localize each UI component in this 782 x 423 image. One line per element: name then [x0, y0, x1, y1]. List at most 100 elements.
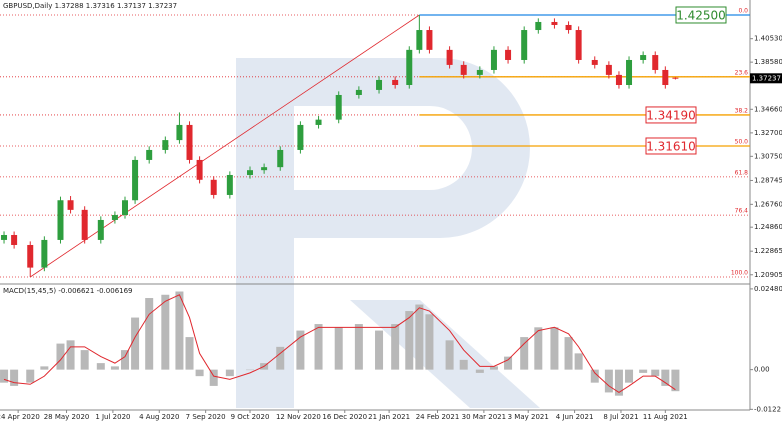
- y-tick-label: 1.32700: [754, 129, 782, 137]
- candle-body: [476, 69, 483, 75]
- candle-body: [67, 200, 74, 210]
- candle-body: [662, 69, 669, 86]
- candle-body: [551, 21, 558, 25]
- candle-body: [392, 79, 399, 86]
- watermark-stem: [236, 58, 294, 408]
- current-price-box: [750, 73, 782, 84]
- candle: [355, 86, 362, 99]
- candle-body: [1, 235, 8, 240]
- x-tick-label: 9 Oct 2020: [231, 413, 270, 421]
- macd-title: MACD(15,45,5): [3, 287, 56, 295]
- macd-bar: [161, 294, 170, 370]
- candle-body: [11, 235, 18, 245]
- candle: [196, 156, 203, 184]
- fib-level-name: 38.2: [735, 107, 749, 114]
- candle: [186, 121, 193, 164]
- macd-bar: [246, 369, 254, 371]
- macd-bar: [66, 340, 75, 370]
- candle-body: [505, 49, 512, 60]
- candle: [490, 46, 497, 74]
- candle-body: [640, 55, 647, 60]
- macd-bar: [614, 369, 623, 396]
- candle-body: [652, 55, 659, 70]
- macd-bar: [334, 327, 343, 370]
- candle: [652, 51, 659, 74]
- candle: [1, 231, 8, 244]
- candle: [226, 171, 233, 199]
- candle: [406, 46, 413, 89]
- candle: [535, 18, 542, 34]
- candle-body: [626, 59, 633, 86]
- candle-body: [97, 219, 104, 240]
- x-tick-label: 3 May 2021: [508, 413, 549, 421]
- macd-bar: [534, 327, 543, 370]
- candle-body: [176, 124, 183, 141]
- macd-bar: [504, 356, 513, 370]
- fib-price-label: 1.31610: [646, 139, 696, 153]
- macd-bar: [475, 369, 484, 373]
- y-tick-label: 1.38580: [754, 58, 782, 66]
- candle: [615, 71, 622, 89]
- candle: [132, 156, 139, 204]
- macd-bar: [175, 291, 184, 370]
- candle: [41, 236, 48, 272]
- candle-body: [196, 159, 203, 180]
- candle-body: [521, 30, 528, 60]
- candle: [446, 46, 453, 69]
- symbol: GBPUSD,Daily: [3, 2, 52, 10]
- candle-body: [565, 24, 572, 31]
- y-tick-label: 1.22865: [754, 247, 782, 255]
- x-tick-label: 7 Sep 2020: [186, 413, 226, 421]
- candle: [376, 76, 383, 94]
- candle-body: [122, 200, 128, 216]
- candle: [335, 91, 342, 124]
- macd-bar: [276, 346, 285, 370]
- fib-level-name: 0.0: [738, 7, 748, 14]
- fib-level-name: 50.0: [735, 138, 749, 145]
- macd-bar: [391, 324, 400, 370]
- candle: [460, 61, 467, 79]
- macd-bar: [296, 330, 305, 370]
- fib-price-box: [645, 106, 697, 124]
- candle-body: [535, 21, 542, 31]
- candle: [551, 18, 558, 29]
- y-tick-label: 1.24860: [754, 223, 782, 231]
- x-tick-label: 4 Aug 2020: [139, 413, 179, 421]
- x-tick-label: 11 Aug 2021: [643, 413, 688, 421]
- chart-header: GBPUSD,Daily 1.37288 1.37316 1.37137 1.3…: [3, 2, 177, 10]
- candle-body: [162, 140, 169, 150]
- candle-body: [27, 244, 34, 268]
- y-tick-label: 1.28745: [754, 176, 782, 184]
- current-price-label: 1.37237: [752, 74, 781, 82]
- candle-body: [460, 64, 467, 75]
- candle: [297, 121, 304, 154]
- y-tick-label: 1.40530: [754, 35, 782, 43]
- candle: [67, 196, 74, 214]
- last-close: 1.37237: [148, 2, 177, 10]
- candle: [57, 196, 64, 244]
- macd-bar: [209, 369, 218, 386]
- candle-body: [277, 149, 284, 168]
- macd-bar: [625, 369, 634, 383]
- macd-bar: [375, 330, 384, 370]
- macd-bar: [489, 366, 498, 370]
- macd-bar: [604, 369, 613, 393]
- macd-signal-line: [3, 294, 676, 394]
- last-open: 1.37288: [55, 2, 84, 10]
- fib-price-box: [675, 6, 727, 24]
- candle-body: [57, 200, 64, 240]
- candle: [97, 216, 104, 244]
- candle-body: [261, 167, 268, 171]
- fib-trendline: [30, 14, 420, 278]
- candle: [426, 26, 433, 54]
- candle: [11, 231, 18, 249]
- x-tick-label: 8 Jul 2021: [603, 413, 638, 421]
- macd-bar: [195, 369, 204, 377]
- candle-body: [591, 59, 598, 65]
- fib-level-name: 76.4: [735, 208, 749, 215]
- candle-body: [132, 159, 139, 201]
- signal-last: -0.006169: [97, 287, 133, 295]
- candle-body: [315, 119, 322, 125]
- candle: [392, 76, 399, 89]
